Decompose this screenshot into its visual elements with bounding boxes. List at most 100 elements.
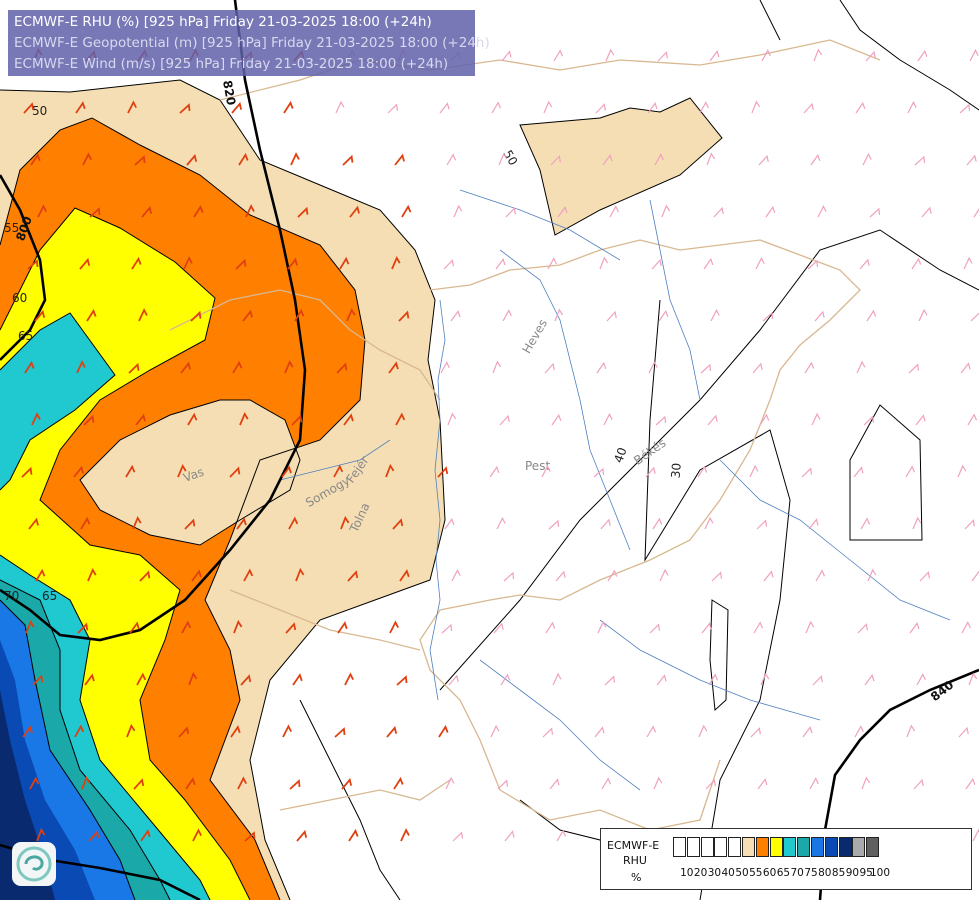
- wind-barb: [959, 103, 971, 114]
- legend-tick: 40: [721, 867, 735, 879]
- wind-barb: [541, 464, 551, 478]
- title-box: [8, 10, 475, 76]
- wind-barb: [911, 257, 922, 270]
- wind-barb: [181, 620, 192, 634]
- ecmwf-swirl-icon: [12, 842, 56, 886]
- place-heves: Heves: [519, 317, 550, 356]
- wind-barb: [971, 570, 979, 582]
- legend-swatch: [673, 837, 686, 857]
- place-pest: Pest: [525, 459, 550, 473]
- wind-barb: [700, 363, 712, 374]
- wind-barb: [334, 727, 346, 738]
- legend-tick: 75: [804, 867, 818, 879]
- wind-barb: [758, 154, 769, 166]
- wind-barb: [915, 414, 926, 426]
- wind-barb: [238, 152, 249, 166]
- wind-barb: [544, 362, 555, 374]
- title-geopotential: ECMWF-E Geopotential (m) [925 hPa] Frida…: [14, 35, 490, 51]
- wind-barb: [134, 155, 146, 166]
- wind-barb: [81, 775, 91, 790]
- legend-swatch: [852, 837, 866, 857]
- wind-barb: [854, 725, 864, 738]
- wind-barb: [447, 412, 457, 426]
- wind-barb: [437, 466, 449, 478]
- wind-barb: [859, 258, 870, 270]
- wind-barb: [346, 307, 356, 322]
- wind-barb: [188, 671, 198, 686]
- wind-barb: [88, 830, 100, 842]
- wind-barb: [555, 570, 566, 582]
- wind-barb: [448, 674, 459, 686]
- wind-barb: [505, 207, 516, 218]
- rhu-label-40: 40: [611, 446, 629, 465]
- wind-barb: [297, 206, 309, 218]
- wind-barb: [237, 776, 247, 790]
- wind-barb: [706, 152, 716, 166]
- wind-barb: [242, 309, 253, 322]
- wind-barb: [126, 723, 136, 738]
- wind-barb: [869, 207, 881, 218]
- geo-label-820: 820: [220, 79, 238, 106]
- wind-barb: [857, 623, 868, 634]
- wind-barb: [856, 360, 866, 374]
- wind-barb: [245, 204, 255, 218]
- wind-barb: [192, 828, 202, 842]
- wind-barb: [292, 673, 303, 686]
- wind-barb: [344, 672, 354, 686]
- legend-swatch: [755, 837, 769, 857]
- contour-labels: 50 55 60 65 70 65 50 40 30 800 820 840: [4, 79, 956, 704]
- legend-swatch: [797, 837, 811, 857]
- wind-barb: [603, 412, 613, 426]
- wind-barb: [855, 101, 866, 114]
- wind-barb: [133, 778, 145, 790]
- wind-barb: [599, 256, 609, 270]
- wind-barb: [757, 778, 768, 790]
- legend-tick: 65: [776, 867, 791, 879]
- legend-tick: 70: [790, 867, 804, 879]
- wind-barb: [393, 776, 404, 790]
- wind-barb: [906, 724, 916, 738]
- wind-barb: [185, 777, 196, 790]
- wind-barb: [860, 517, 871, 530]
- wind-barb: [443, 259, 454, 270]
- wind-barb: [450, 310, 461, 322]
- wind-barb: [864, 674, 875, 686]
- wind-barb: [492, 360, 502, 374]
- wind-barb: [921, 206, 932, 218]
- wind-barb: [756, 519, 768, 530]
- wind-barb: [549, 778, 560, 790]
- wind-barb: [294, 308, 305, 322]
- wind-barb: [701, 622, 712, 634]
- wind-barb: [440, 361, 450, 374]
- wind-barb: [545, 621, 556, 634]
- wind-barb: [339, 256, 350, 270]
- wind-barb: [762, 311, 774, 322]
- wind-barb: [284, 359, 294, 374]
- wind-barb: [967, 413, 978, 426]
- wind-barb: [281, 465, 292, 478]
- wind-barb: [652, 517, 663, 530]
- wind-barb: [551, 413, 562, 426]
- wind-barb: [596, 361, 607, 374]
- wind-barb: [601, 777, 612, 790]
- wind-barb: [866, 309, 877, 322]
- wind-barb: [499, 414, 510, 426]
- wind-barb: [861, 776, 871, 790]
- legend-swatch: [700, 837, 714, 857]
- wind-barb: [645, 466, 656, 478]
- wind-barb: [36, 827, 46, 842]
- wind-barb: [399, 569, 410, 582]
- wind-barb: [960, 362, 971, 374]
- wind-barb: [648, 360, 658, 374]
- wind-barb: [131, 256, 142, 270]
- wind-barb: [400, 828, 410, 842]
- wind-barb: [968, 672, 978, 686]
- wind-barb: [452, 831, 464, 842]
- wind-barb: [713, 206, 724, 218]
- wind-barb: [285, 622, 297, 634]
- legend-title-model: ECMWF-E: [607, 839, 660, 852]
- legend-unit: %: [631, 871, 642, 884]
- wind-barb: [497, 779, 509, 790]
- wind-barb: [606, 310, 617, 322]
- wind-barb: [609, 205, 619, 218]
